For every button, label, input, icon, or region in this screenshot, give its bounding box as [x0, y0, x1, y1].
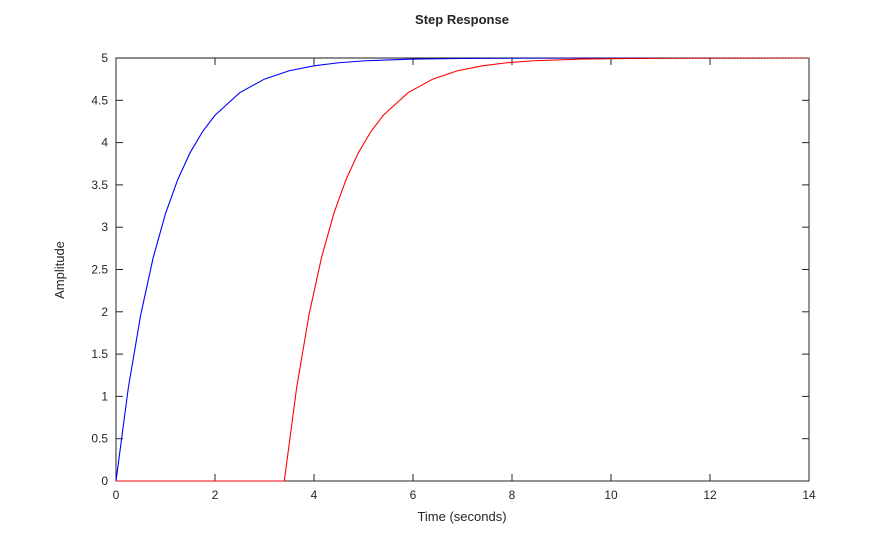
y-tick-label: 2: [101, 305, 108, 319]
x-tick-label: 8: [509, 488, 516, 502]
x-tick-label: 0: [113, 488, 120, 502]
x-tick-label: 14: [802, 488, 816, 502]
y-tick-label: 1: [101, 389, 108, 403]
y-tick-label: 3: [101, 220, 108, 234]
x-axis-label: Time (seconds): [417, 509, 506, 524]
y-tick-label: 0: [101, 474, 108, 488]
x-tick-label: 6: [410, 488, 417, 502]
y-axis-label: Amplitude: [52, 241, 67, 299]
x-tick-label: 10: [604, 488, 618, 502]
y-tick-label: 4.5: [91, 93, 108, 107]
x-tick-label: 2: [212, 488, 219, 502]
plot-area: [115, 57, 810, 482]
y-tick-label: 4: [101, 136, 108, 150]
y-tick-label: 3.5: [91, 178, 108, 192]
axes: 0 2 4 6 8 10 12 14 0 0.5 1 1.5 2 2.5 3 3.5 4 4.5 5: [91, 51, 816, 502]
chart-title: Step Response: [415, 12, 509, 27]
y-tick-label: 1.5: [91, 347, 108, 361]
x-tick-label: 4: [311, 488, 318, 502]
y-tick-label: 2.5: [91, 263, 108, 277]
y-tick-label: 5: [101, 51, 108, 65]
series-line-2: [116, 57, 810, 482]
y-tick-label: 0.5: [91, 432, 108, 446]
x-tick-label: 12: [703, 488, 717, 502]
series-line-1: [115, 57, 809, 482]
